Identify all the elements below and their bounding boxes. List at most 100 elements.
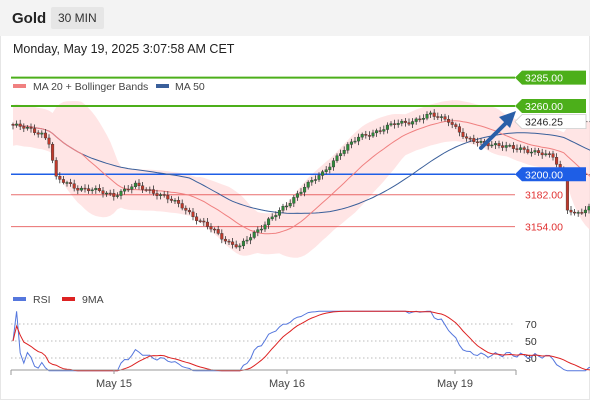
candle-body (220, 233, 224, 240)
level-badge-text: 3285.00 (525, 73, 563, 85)
candle (137, 179, 141, 190)
candle (180, 199, 184, 211)
candle-body (537, 150, 541, 154)
candle (130, 184, 134, 194)
candle (295, 190, 299, 201)
candle-body (245, 239, 249, 242)
candle (432, 109, 436, 120)
candle (177, 196, 181, 208)
candle (479, 138, 483, 146)
candle (33, 124, 37, 136)
candle (94, 185, 98, 194)
candle (357, 133, 361, 146)
candle-body (234, 244, 238, 248)
x-tick-label: May 15 (96, 378, 132, 390)
candle (79, 185, 83, 192)
candle (202, 217, 206, 227)
candle-body (576, 212, 580, 214)
candle-body (497, 143, 501, 146)
candle-body (508, 145, 512, 147)
candle-body (184, 207, 188, 211)
current-price-text: 3246.25 (525, 117, 563, 129)
candle (375, 128, 379, 137)
candle (285, 202, 289, 211)
candle-body (137, 182, 141, 186)
header-bar: Gold 30 MIN (0, 0, 590, 36)
candle-body (97, 188, 101, 191)
candle-body (270, 216, 274, 220)
candle-body (389, 123, 393, 126)
candle-body (72, 183, 76, 189)
candle-body (65, 182, 69, 184)
candle-body (493, 143, 497, 146)
candle-body (166, 195, 170, 200)
candle (443, 113, 447, 122)
candle (148, 186, 152, 194)
candle (166, 191, 170, 204)
candle (414, 117, 418, 125)
candle-body (227, 240, 231, 243)
candle (29, 123, 33, 133)
legend-swatch-rsi (13, 297, 26, 301)
candle (472, 134, 476, 145)
candle (393, 119, 397, 129)
candle-body (209, 226, 213, 230)
candle (238, 243, 242, 251)
candle-body (213, 228, 217, 231)
candle-body (259, 228, 263, 231)
candle-body (205, 221, 209, 227)
timeframe-badge[interactable]: 30 MIN (51, 7, 104, 29)
candle (490, 141, 494, 148)
candle (425, 111, 429, 121)
candle-body (11, 123, 15, 126)
candle (475, 137, 479, 147)
candle (587, 203, 590, 214)
candle (65, 180, 69, 187)
candle (317, 172, 321, 182)
candle (580, 208, 584, 215)
candle-body (519, 147, 523, 150)
candle (87, 184, 91, 194)
candle-body (173, 199, 177, 202)
candle (83, 184, 87, 193)
candle (371, 129, 375, 138)
candle-body (450, 122, 454, 125)
candle (540, 148, 544, 159)
candle-body (475, 141, 479, 143)
candle-body (263, 224, 267, 230)
candle-body (454, 124, 458, 127)
candle-body (371, 132, 375, 137)
candle-body (144, 189, 148, 191)
candle-body (133, 182, 137, 188)
candle-body (544, 153, 548, 156)
candle-body (126, 188, 130, 191)
candle-body (551, 153, 555, 158)
candle-body (515, 148, 519, 150)
candle (72, 179, 76, 192)
candle (310, 176, 314, 186)
candle-body (321, 171, 325, 176)
candle (133, 180, 137, 189)
candle-body (43, 132, 47, 139)
candle (198, 218, 202, 223)
candle-body (479, 141, 483, 143)
candle-body (324, 169, 328, 172)
level-labels: 3285.00 3260.00 3246.25 3200.00 3182.00 3154.… (514, 70, 587, 234)
candle (15, 120, 19, 128)
candle-body (112, 192, 116, 197)
candle-body (155, 193, 159, 196)
datetime-label: Monday, May 19, 2025 3:07:58 AM CET (13, 42, 235, 56)
candle-body (317, 175, 321, 180)
legend-swatch-9ma (62, 297, 75, 301)
candle (339, 149, 343, 160)
candle (349, 138, 353, 149)
candle-body (108, 192, 112, 195)
candle-body (357, 136, 361, 142)
candle (385, 122, 389, 134)
candle-body (216, 229, 220, 234)
candle-body (87, 188, 91, 192)
candle (367, 131, 371, 140)
candle-body (115, 195, 119, 197)
candle-body (447, 119, 451, 123)
candle (108, 189, 112, 197)
